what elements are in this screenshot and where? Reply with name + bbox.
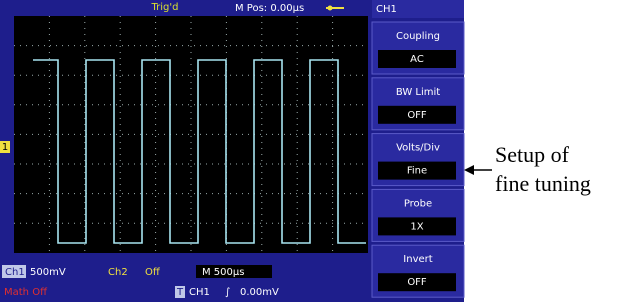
menu-value: AC	[410, 54, 424, 65]
ch1-scale: 500mV	[30, 267, 66, 278]
math-state: Math Off	[4, 287, 48, 298]
menu-label: Invert	[403, 254, 432, 265]
annotation-line: Setup of	[495, 142, 570, 167]
trigger-status: Trig'd	[151, 2, 179, 13]
trigger-source: CH1	[189, 287, 210, 298]
arrow-head	[464, 165, 474, 175]
menu-label: Probe	[404, 198, 432, 209]
ch2-label: Ch2	[108, 267, 128, 278]
screenshot: Trig'd M Pos: 0.00μs 1 CH1 Coupling AC BW …	[0, 0, 634, 302]
menu-label: Coupling	[396, 31, 440, 42]
trigger-marker: T	[176, 287, 184, 298]
ch2-state: Off	[145, 267, 161, 278]
page: Trig'd M Pos: 0.00μs 1 CH1 Coupling AC BW …	[0, 0, 634, 302]
menu-title: CH1	[376, 4, 397, 15]
m-position: M Pos: 0.00μs	[235, 3, 304, 14]
menu-value: Fine	[407, 166, 427, 177]
menu: Coupling AC BW Limit OFF Volts/Div Fine Probe 1…	[372, 22, 464, 297]
timebase: M 500μs	[202, 267, 244, 278]
menu-value: OFF	[407, 277, 427, 288]
menu-label: Volts/Div	[396, 143, 440, 154]
menu-value: 1X	[410, 221, 423, 232]
menu-value: OFF	[407, 110, 427, 121]
trigger-level: 0.00mV	[240, 287, 279, 298]
channel-marker: 1	[2, 142, 8, 153]
trigger-slope: ∫	[225, 287, 230, 298]
ch1-label: Ch1	[5, 267, 25, 278]
annotation-line: fine tuning	[495, 171, 591, 196]
menu-label: BW Limit	[396, 87, 440, 98]
